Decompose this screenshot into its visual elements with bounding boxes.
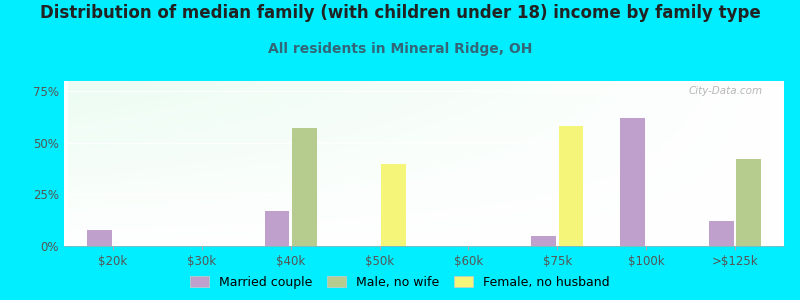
Bar: [736, 159, 762, 246]
Text: All residents in Mineral Ridge, OH: All residents in Mineral Ridge, OH: [268, 42, 532, 56]
Text: Distribution of median family (with children under 18) income by family type: Distribution of median family (with chil…: [40, 4, 760, 22]
Bar: [292, 128, 317, 246]
Bar: [709, 221, 734, 246]
Bar: [381, 164, 406, 246]
Text: City-Data.com: City-Data.com: [688, 86, 762, 96]
Bar: [86, 230, 112, 246]
Bar: [558, 126, 583, 246]
Legend: Married couple, Male, no wife, Female, no husband: Married couple, Male, no wife, Female, n…: [186, 271, 614, 294]
Bar: [531, 236, 556, 246]
Bar: [265, 211, 290, 246]
Bar: [620, 118, 645, 246]
